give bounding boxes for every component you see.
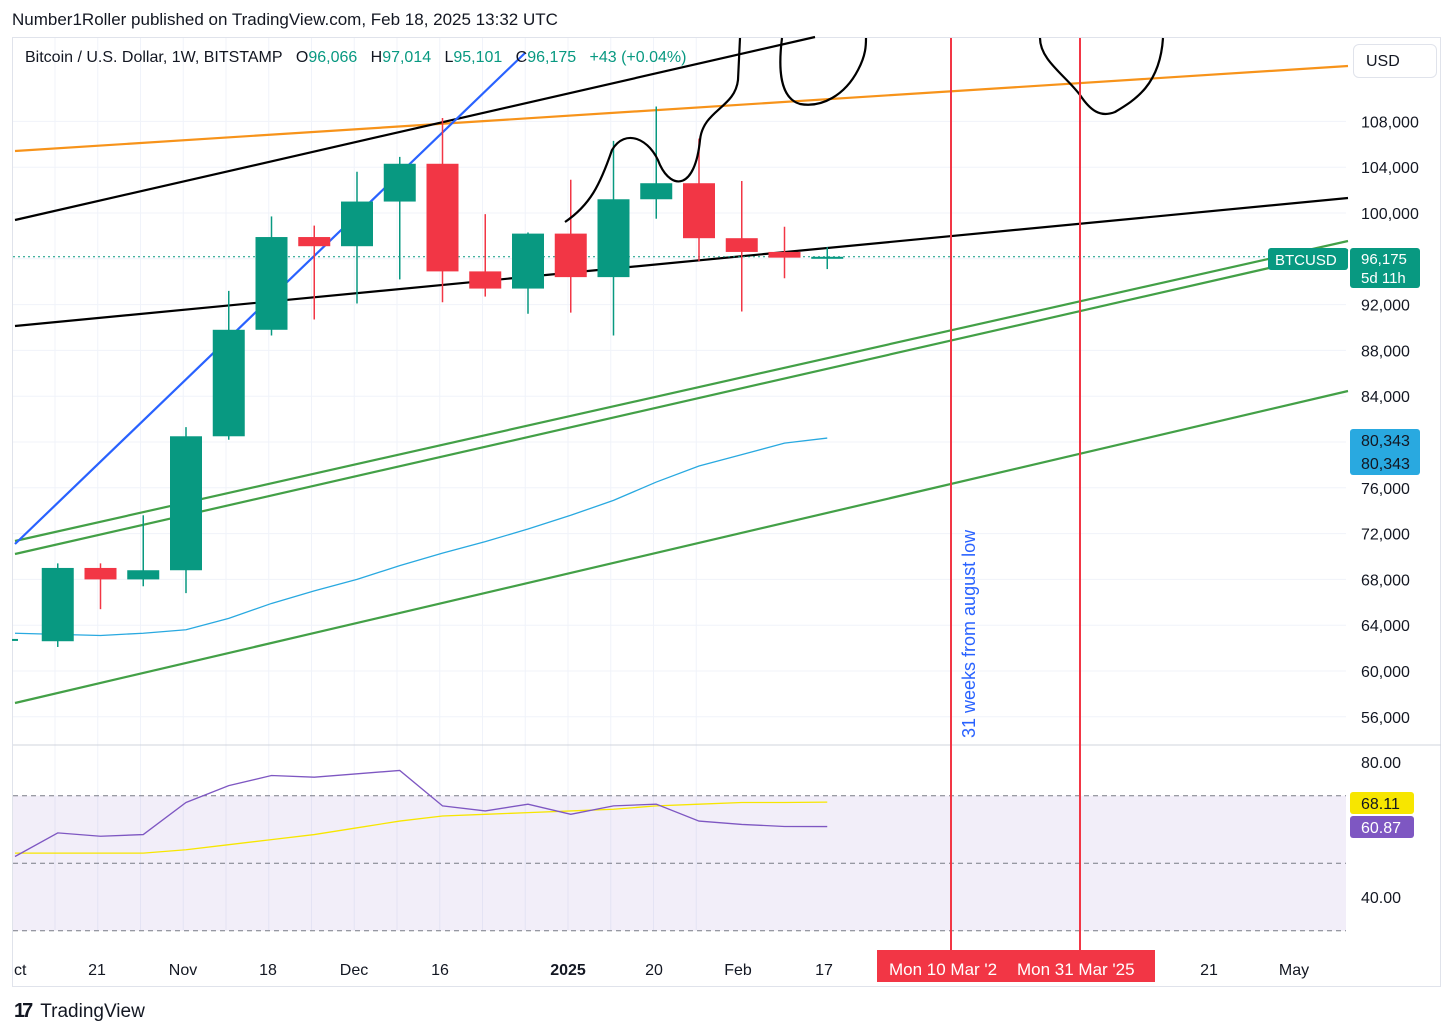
sma-line [14, 437, 828, 637]
countdown-text: 5d 11h [1361, 270, 1406, 287]
y-tick-label: 64,000 [1361, 618, 1410, 635]
candle-body [341, 201, 373, 247]
y-tick-label: 68,000 [1361, 572, 1410, 589]
candle-body [212, 329, 245, 437]
trendline [14, 389, 1349, 705]
y-tick-label: 60,000 [1361, 664, 1410, 681]
x-tick-label: 20 [645, 962, 663, 979]
rsi-tag-text: 60.87 [1361, 820, 1401, 837]
low-value: 95,101 [453, 49, 503, 66]
brand-name: TradingView [40, 1000, 145, 1022]
candles [12, 106, 844, 647]
rsi-ma-tag [1350, 792, 1414, 814]
trendline [14, 35, 816, 222]
x-tick-label: 21 [1200, 962, 1218, 979]
y-tick-label: 104,000 [1361, 160, 1419, 177]
trendline [14, 64, 1349, 153]
x-tick-label: Feb [724, 962, 752, 979]
candle-body [640, 183, 673, 200]
candle-body [298, 237, 331, 247]
y-tick-label: 84,000 [1361, 389, 1410, 406]
date-marker-label: Mon 10 Mar '2 [889, 960, 997, 979]
annotation-text: 31 weeks from august low [959, 529, 979, 738]
candle-body [426, 163, 459, 272]
close-value: 96,175 [527, 49, 577, 66]
symbol-tag-text: BTCUSD [1275, 252, 1337, 269]
currency-button[interactable]: USD [1353, 44, 1437, 78]
change-value: +43 (+0.04%) [589, 49, 687, 66]
x-tick-label: Dec [340, 962, 368, 979]
y-tick-label: 76,000 [1361, 481, 1410, 498]
candle-body [597, 199, 630, 278]
candle-body [127, 570, 160, 580]
rsi-ma-tag-text: 68.11 [1361, 796, 1400, 813]
candle-body [255, 237, 288, 330]
x-tick-label: 2025 [550, 962, 586, 979]
freehand-drawing [564, 37, 1165, 223]
candle-body [725, 238, 758, 252]
rsi-tag [1350, 816, 1414, 838]
candle-body [683, 183, 715, 239]
trendline [14, 239, 1349, 543]
x-tick-label: 21 [88, 962, 106, 979]
y-tick-label: 72,000 [1361, 527, 1410, 544]
candle-body [469, 271, 502, 289]
rsi-tick-label: 80.00 [1361, 755, 1401, 772]
trendlines [13, 35, 1349, 705]
hand-drawings [564, 37, 1165, 223]
candle-body [512, 233, 544, 289]
x-tick-label: May [1279, 962, 1309, 979]
y-tick-label: 56,000 [1361, 710, 1410, 727]
sma-tag-text: 80,343 [1361, 433, 1410, 450]
symbol-tag [1268, 248, 1348, 270]
x-tick-label: 18 [259, 962, 277, 979]
rsi-lines [14, 769, 828, 858]
symbol-title: Bitcoin / U.S. Dollar, 1W, BITSTAMP [25, 49, 283, 66]
rsi-background [13, 795, 1346, 932]
candle-body [383, 163, 416, 202]
date-markers: 31 weeks from august low Mon 10 Mar '2 Mon… [877, 38, 1155, 982]
x-tick-label: 16 [431, 962, 449, 979]
candle-body [768, 251, 801, 258]
y-tick-label: 92,000 [1361, 298, 1410, 315]
y-tick-label: 100,000 [1361, 206, 1419, 223]
rsi-line [14, 769, 828, 858]
y-tick-label: 88,000 [1361, 343, 1410, 360]
candle-body [84, 567, 117, 580]
open-label: O [295, 49, 309, 66]
x-tick-label: ct [14, 962, 27, 979]
candle-body [811, 256, 844, 259]
last-price-tag [1350, 248, 1420, 288]
x-tick-label: Nov [169, 962, 197, 979]
chart-frame [12, 37, 1441, 987]
x-tick-label: 17 [815, 962, 833, 979]
high-label: H [370, 49, 383, 66]
last-price-text: 96,175 [1361, 251, 1407, 268]
sma-line-group [14, 437, 828, 637]
high-value: 97,014 [382, 49, 432, 66]
candle-body [12, 638, 18, 641]
rsi-ma-line [15, 801, 828, 854]
date-marker-box [877, 950, 1155, 982]
trendline [14, 248, 1349, 556]
close-label: C [515, 49, 528, 66]
sma-tag-text: 80,343 [1361, 456, 1410, 473]
publisher-line: Number1Roller published on TradingView.c… [12, 10, 558, 29]
trendline [14, 196, 1349, 328]
price-labels: 108,000 104,000 100,000 92,000 88,000 84,000 7… [1268, 114, 1420, 907]
ohlc-legend: Bitcoin / U.S. Dollar, 1W, BITSTAMP O96,… [25, 49, 686, 67]
x-axis: ct 21 Nov 18 Dec 16 2025 20 Feb 17 21 May [14, 962, 1309, 979]
low-label: L [444, 49, 454, 66]
candle-body [554, 233, 587, 278]
open-value: 96,066 [308, 49, 358, 66]
candle-body [41, 567, 74, 642]
sma-tag [1350, 429, 1420, 475]
tradingview-logo-icon: 17 [14, 1000, 33, 1022]
footer-brand: 17 TradingView [14, 1000, 145, 1023]
candle-body [170, 436, 202, 571]
rsi-tick-label: 40.00 [1361, 890, 1401, 907]
date-marker-label: Mon 31 Mar '25 [1017, 960, 1135, 979]
y-tick-label: 108,000 [1361, 114, 1419, 131]
